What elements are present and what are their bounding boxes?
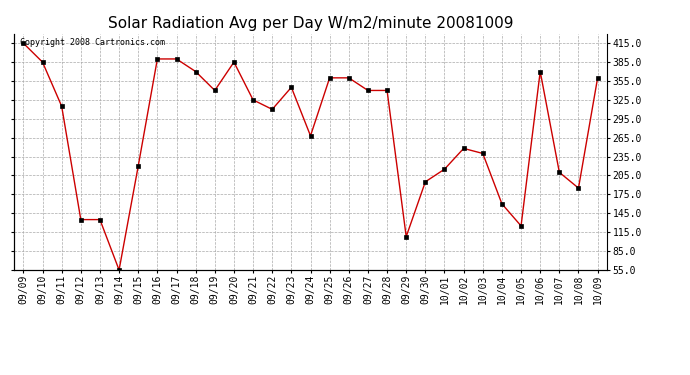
Title: Solar Radiation Avg per Day W/m2/minute 20081009: Solar Radiation Avg per Day W/m2/minute …	[108, 16, 513, 31]
Text: Copyright 2008 Cartronics.com: Copyright 2008 Cartronics.com	[20, 39, 165, 48]
